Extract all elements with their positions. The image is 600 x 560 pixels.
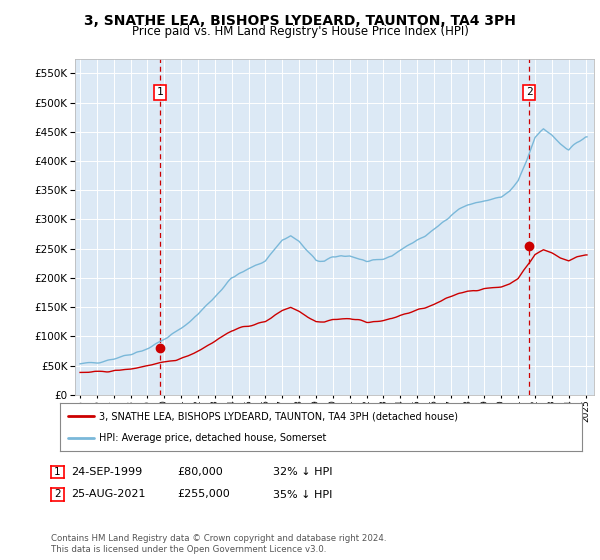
Text: 1: 1 [157, 87, 163, 97]
Text: £80,000: £80,000 [177, 467, 223, 477]
Text: Contains HM Land Registry data © Crown copyright and database right 2024.
This d: Contains HM Land Registry data © Crown c… [51, 534, 386, 554]
Text: £255,000: £255,000 [177, 489, 230, 500]
Text: 2: 2 [526, 87, 532, 97]
Text: HPI: Average price, detached house, Somerset: HPI: Average price, detached house, Some… [99, 433, 326, 443]
Text: 3, SNATHE LEA, BISHOPS LYDEARD, TAUNTON, TA4 3PH: 3, SNATHE LEA, BISHOPS LYDEARD, TAUNTON,… [84, 14, 516, 28]
Text: 2: 2 [54, 489, 61, 500]
Text: 35% ↓ HPI: 35% ↓ HPI [273, 489, 332, 500]
Text: 3, SNATHE LEA, BISHOPS LYDEARD, TAUNTON, TA4 3PH (detached house): 3, SNATHE LEA, BISHOPS LYDEARD, TAUNTON,… [99, 411, 458, 421]
Text: Price paid vs. HM Land Registry's House Price Index (HPI): Price paid vs. HM Land Registry's House … [131, 25, 469, 38]
Text: 24-SEP-1999: 24-SEP-1999 [71, 467, 142, 477]
Text: 1: 1 [54, 467, 61, 477]
Text: 32% ↓ HPI: 32% ↓ HPI [273, 467, 332, 477]
Text: 25-AUG-2021: 25-AUG-2021 [71, 489, 145, 500]
